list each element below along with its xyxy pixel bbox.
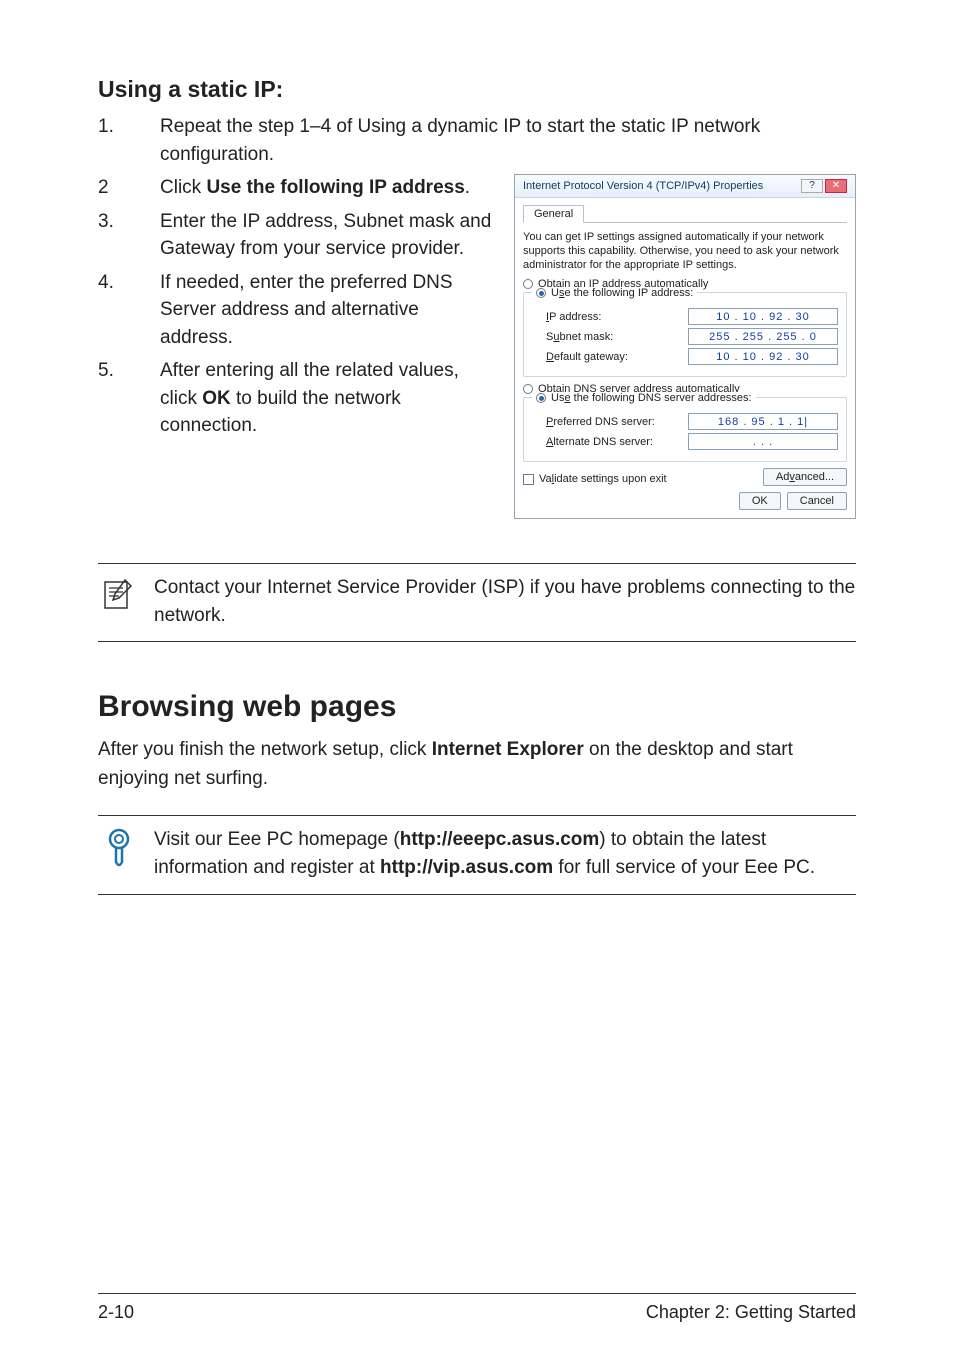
subnet-mask-input[interactable]: 255 . 255 . 255 . 0	[688, 328, 838, 345]
note-text: Contact your Internet Service Provider (…	[154, 574, 856, 629]
cancel-button[interactable]: Cancel	[787, 492, 847, 510]
ok-button[interactable]: OK	[739, 492, 781, 510]
fieldset-static-ip: Use the following IP address: IP address…	[523, 292, 847, 377]
chapter-title: Chapter 2: Getting Started	[646, 1302, 856, 1323]
radio-icon	[536, 288, 546, 298]
dialog-titlebar: Internet Protocol Version 4 (TCP/IPv4) P…	[515, 175, 855, 198]
help-button[interactable]: ?	[801, 179, 823, 193]
advanced-button[interactable]: Advanced...	[763, 468, 847, 486]
radio-use-following-dns[interactable]: Use the following DNS server addresses:	[551, 392, 752, 404]
preferred-dns-label: Preferred DNS server:	[546, 416, 655, 428]
heading-static-ip: Using a static IP:	[98, 76, 856, 103]
alternate-dns-label: Alternate DNS server:	[546, 436, 653, 448]
validate-checkbox-row[interactable]: Validate settings upon exit	[523, 473, 667, 485]
page-number: 2-10	[98, 1302, 134, 1323]
steps-list: 1. Repeat the step 1–4 of Using a dynami…	[98, 113, 856, 168]
tab-general[interactable]: General	[523, 205, 584, 223]
page-footer: 2-10 Chapter 2: Getting Started	[98, 1293, 856, 1323]
tip-url2: http://vip.asus.com	[380, 857, 553, 878]
heading-browsing: Browsing web pages	[98, 690, 856, 724]
step-text-bold: Use the following IP address	[206, 177, 464, 198]
step-text: If needed, enter the preferred DNS Serve…	[160, 269, 496, 352]
note-icon	[98, 574, 140, 629]
ipv4-properties-dialog: Internet Protocol Version 4 (TCP/IPv4) P…	[514, 174, 856, 519]
alternate-dns-input[interactable]: . . .	[688, 433, 838, 450]
p-bold: Internet Explorer	[432, 739, 584, 760]
fieldset-static-dns: Use the following DNS server addresses: …	[523, 397, 847, 462]
step-text-bold: OK	[202, 388, 231, 409]
step-text: Click Use the following IP address.	[160, 174, 496, 202]
step-text: Repeat the step 1–4 of Using a dynamic I…	[160, 113, 856, 168]
tip-url1: http://eeepc.asus.com	[400, 829, 600, 850]
subnet-mask-label: Subnet mask:	[546, 331, 613, 343]
step-text: Enter the IP address, Subnet mask and Ga…	[160, 208, 496, 263]
tip-text: Visit our Eee PC homepage (http://eeepc.…	[154, 826, 856, 881]
default-gateway-label: Default gateway:	[546, 351, 628, 363]
tip-post: for full service of your Eee PC.	[553, 857, 815, 878]
browsing-paragraph: After you finish the network setup, clic…	[98, 736, 856, 793]
tip-pre: Visit our Eee PC homepage (	[154, 829, 400, 850]
step-text-post: .	[465, 177, 470, 198]
steps-list-cont: 2 Click Use the following IP address. 3.…	[98, 174, 496, 440]
step-num: 4.	[98, 269, 160, 352]
tip-icon	[98, 826, 140, 881]
tip-homepage: Visit our Eee PC homepage (http://eeepc.…	[98, 815, 856, 894]
ip-address-input[interactable]: 10 . 10 . 92 . 30	[688, 308, 838, 325]
step-num: 1.	[98, 113, 160, 168]
checkbox-icon	[523, 474, 534, 485]
preferred-dns-input[interactable]: 168 . 95 . 1 . 1|	[688, 413, 838, 430]
step-text-pre: Click	[160, 177, 206, 198]
step-num: 2	[98, 174, 160, 202]
default-gateway-input[interactable]: 10 . 10 . 92 . 30	[688, 348, 838, 365]
close-button[interactable]: ✕	[825, 179, 847, 193]
radio-icon	[536, 393, 546, 403]
note-isp: Contact your Internet Service Provider (…	[98, 563, 856, 642]
step-num: 5.	[98, 357, 160, 440]
dialog-intro: You can get IP settings assigned automat…	[523, 231, 847, 272]
radio-use-following-ip[interactable]: Use the following IP address:	[551, 287, 693, 299]
step-num: 3.	[98, 208, 160, 263]
step-text: After entering all the related values, c…	[160, 357, 496, 440]
p-pre: After you finish the network setup, clic…	[98, 739, 432, 760]
validate-label: Validate settings upon exit	[539, 473, 667, 485]
ip-address-label: IP address:	[546, 311, 601, 323]
dialog-title-text: Internet Protocol Version 4 (TCP/IPv4) P…	[523, 180, 763, 192]
